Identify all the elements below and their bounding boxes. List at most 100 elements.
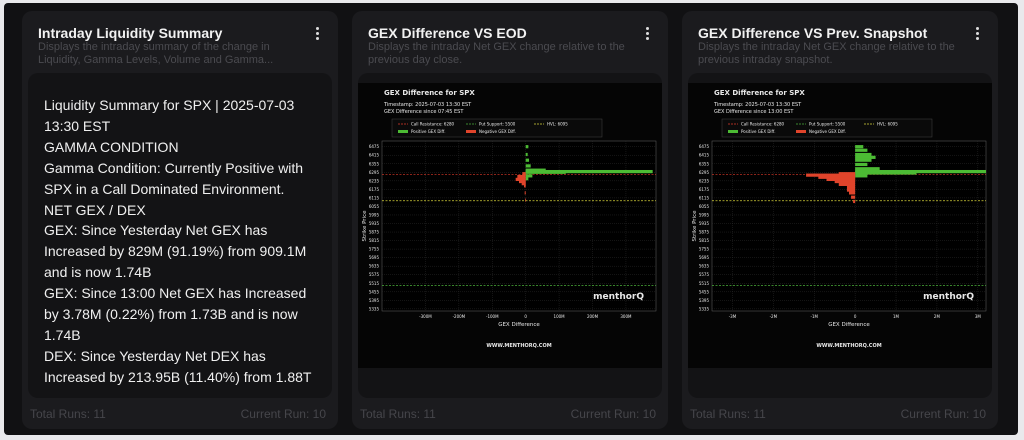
y-tick-label: 5755	[369, 247, 380, 252]
chart-subtitle: Timestamp: 2025-07-03 13:30 EST	[383, 102, 472, 108]
bar	[855, 155, 876, 159]
y-tick-label: 6115	[699, 195, 710, 200]
bar	[525, 177, 529, 181]
legend-swatch	[728, 130, 738, 133]
bar	[826, 177, 856, 182]
bar	[846, 188, 856, 192]
y-tick-label: 6355	[699, 161, 710, 166]
legend-label: Negative GEX Diff.	[809, 129, 846, 134]
bar	[855, 148, 868, 152]
legend-label: Put Support: 5500	[479, 122, 516, 127]
bar	[525, 158, 530, 162]
summary-line: DEX: Since Yesterday Net DEX has	[44, 347, 266, 364]
chart-panel: GEX Difference for SPX Timestamp: 2025-07…	[358, 73, 662, 398]
chart-panel: GEX Difference for SPX Timestamp: 2025-07…	[688, 73, 992, 398]
y-axis-label: Strike Price	[692, 210, 698, 242]
bar	[834, 179, 856, 184]
y-tick-label: 5875	[369, 230, 380, 235]
x-tick-label: -200M	[453, 314, 466, 319]
y-tick-label: 5995	[369, 212, 380, 217]
legend-label: Positive GEX Diff.	[411, 129, 446, 134]
bar	[517, 174, 526, 179]
card: GEX Difference VS EOD Displays the intra…	[352, 11, 668, 429]
y-tick-label: 5515	[369, 281, 380, 286]
card: Intraday Liquidity Summary Displays the …	[22, 11, 338, 429]
bar	[853, 199, 856, 204]
bar	[521, 182, 526, 186]
x-axis-label: GEX Difference	[498, 322, 540, 328]
x-tick-label: 2M	[934, 314, 941, 319]
y-tick-label: 5695	[369, 255, 380, 260]
bar	[525, 198, 526, 202]
card-description: Displays the intraday summary of the cha…	[38, 41, 274, 66]
current-run: Current Run: 10	[900, 407, 986, 421]
summary-line: Liquidity Summary for SPX | 2025-07-03	[44, 97, 295, 113]
legend-label: HVL: 6095	[547, 122, 568, 127]
summary-panel: Liquidity Summary for SPX | 2025-07-03 13…	[28, 73, 332, 398]
y-tick-label: 5635	[699, 264, 710, 269]
dashboard: Intraday Liquidity Summary Displays the …	[4, 3, 1018, 435]
bar	[855, 171, 917, 175]
total-runs: Total Runs: 11	[360, 407, 436, 421]
summary-line: Increased by 829M (91.19%) from 909.1M	[44, 243, 307, 260]
bar	[855, 174, 868, 178]
bar	[855, 158, 872, 162]
total-runs: Total Runs: 11	[690, 407, 766, 421]
legend-label: HVL: 6095	[877, 122, 898, 127]
y-tick-label: 5335	[369, 306, 380, 311]
summary-line: and is now 1.74B	[44, 264, 152, 281]
watermark: menthorQ	[923, 292, 974, 302]
y-tick-label: 5395	[699, 298, 710, 303]
y-tick-label: 6415	[699, 153, 710, 158]
x-tick-label: 0	[854, 314, 857, 319]
chart-title: GEX Difference for SPX	[384, 89, 475, 97]
menu-button[interactable]	[314, 27, 320, 41]
y-axis-label: Strike Price	[362, 210, 368, 242]
bar	[849, 191, 856, 195]
y-tick-label: 5335	[699, 306, 710, 311]
y-tick-label: 5815	[369, 238, 380, 243]
y-tick-label: 6415	[369, 153, 380, 158]
y-tick-label: 5875	[699, 230, 710, 235]
summary-line: Increased by 213.95B (11.40%) from 1.88T	[44, 368, 312, 385]
y-tick-label: 6055	[699, 204, 710, 209]
y-tick-label: 5395	[369, 298, 380, 303]
current-run: Current Run: 10	[240, 407, 326, 421]
y-tick-label: 6355	[369, 161, 380, 166]
bar	[519, 179, 526, 184]
y-tick-label: 5755	[699, 247, 710, 252]
y-tick-label: 6175	[369, 187, 380, 192]
y-tick-label: 6235	[369, 178, 380, 183]
chart-subtitle: GEX Difference since 13:00 EST	[714, 109, 794, 115]
x-tick-label: 200M	[587, 314, 599, 319]
card-title: GEX Difference VS EOD	[368, 25, 527, 41]
summary-line: 1.74B	[44, 326, 81, 343]
bar	[524, 184, 526, 188]
summary-line: 13:30 EST	[44, 117, 111, 134]
x-tick-label: -2M	[770, 314, 778, 319]
y-tick-label: 5515	[699, 281, 710, 286]
x-tick-label: 300M	[620, 314, 632, 319]
y-tick-label: 5695	[699, 255, 710, 260]
menu-button[interactable]	[974, 27, 980, 41]
bar	[851, 195, 856, 199]
bar	[522, 172, 526, 176]
summary-line: by 3.78M (0.22%) from 1.73B and is now	[44, 306, 298, 323]
legend-box	[391, 118, 603, 138]
y-tick-label: 5575	[369, 272, 380, 277]
chart-subtitle: Timestamp: 2025-07-03 13:30 EST	[713, 102, 802, 108]
bar	[855, 169, 986, 174]
summary-line: NET GEX / DEX	[44, 201, 146, 218]
x-tick-label: -300M	[419, 314, 432, 319]
x-tick-label: -1M	[811, 314, 819, 319]
bar	[818, 175, 856, 179]
y-tick-label: 5455	[699, 289, 710, 294]
chart-footer: WWW.MENTHORQ.COM	[816, 343, 881, 349]
menu-button[interactable]	[644, 27, 650, 41]
x-axis-label: GEX Difference	[828, 322, 870, 328]
bar	[855, 152, 872, 157]
card: GEX Difference VS Prev. Snapshot Display…	[682, 11, 998, 429]
current-run: Current Run: 10	[570, 407, 656, 421]
bar	[855, 145, 864, 149]
y-tick-label: 5635	[369, 264, 380, 269]
